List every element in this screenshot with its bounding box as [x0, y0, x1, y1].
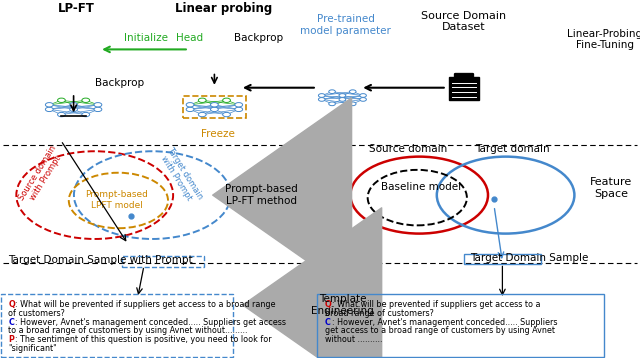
Text: to a broad range of customers by using Avnet without.........: to a broad range of customers by using A…	[8, 326, 248, 335]
Text: Backprop: Backprop	[234, 33, 283, 43]
Circle shape	[235, 103, 243, 107]
Circle shape	[329, 102, 335, 106]
Circle shape	[70, 107, 77, 112]
Circle shape	[198, 112, 206, 117]
Text: Source Domain
Dataset: Source Domain Dataset	[421, 11, 507, 32]
Text: "significant": "significant"	[8, 344, 57, 353]
Circle shape	[45, 103, 53, 107]
Text: Freeze: Freeze	[201, 129, 234, 139]
Circle shape	[82, 112, 90, 117]
Circle shape	[94, 107, 102, 112]
Circle shape	[319, 98, 325, 101]
Text: Source domain: Source domain	[369, 144, 447, 154]
Circle shape	[329, 90, 335, 93]
Circle shape	[58, 112, 65, 117]
Text: Initialize: Initialize	[124, 33, 168, 43]
Circle shape	[186, 103, 194, 107]
Text: Q: Q	[8, 300, 15, 309]
Text: of customers?: of customers?	[8, 309, 65, 318]
Text: Pre-trained
model parameter: Pre-trained model parameter	[300, 14, 391, 36]
Text: get access to a broad range of customers by using Avnet: get access to a broad range of customers…	[325, 326, 555, 335]
Circle shape	[360, 98, 366, 101]
Circle shape	[349, 90, 356, 93]
Circle shape	[45, 107, 53, 112]
Circle shape	[186, 107, 194, 112]
Text: Linear probing: Linear probing	[175, 3, 273, 15]
Text: Target Domain Sample: Target Domain Sample	[470, 253, 589, 263]
Text: broad range of customers?: broad range of customers?	[325, 309, 434, 318]
Circle shape	[349, 102, 356, 106]
Text: Q: Q	[325, 300, 332, 309]
Bar	[449, 77, 479, 100]
Circle shape	[223, 98, 230, 102]
Circle shape	[339, 94, 346, 97]
Circle shape	[211, 107, 218, 112]
Text: : The sentiment of this question is positive, you need to look for: : The sentiment of this question is posi…	[15, 335, 272, 344]
Circle shape	[319, 94, 325, 97]
Text: without ..........: without ..........	[325, 335, 383, 344]
Circle shape	[70, 103, 77, 107]
Text: : What will be prevented if suppliers get access to a broad range: : What will be prevented if suppliers ge…	[15, 300, 276, 309]
Text: Target Domain Sample with Prompt: Target Domain Sample with Prompt	[8, 255, 192, 265]
FancyBboxPatch shape	[454, 73, 474, 80]
Circle shape	[360, 94, 366, 97]
Text: Prompt-based
LP-FT method: Prompt-based LP-FT method	[225, 184, 298, 206]
Bar	[183, 96, 246, 118]
Text: P: P	[8, 335, 14, 344]
Text: C: C	[325, 318, 331, 326]
Text: : However, Avnet's management conceded..... Suppliers: : However, Avnet's management conceded..…	[332, 318, 557, 326]
Text: : What will be prevented if suppliers get access to a: : What will be prevented if suppliers ge…	[332, 300, 541, 309]
Circle shape	[223, 112, 230, 117]
Circle shape	[94, 103, 102, 107]
Circle shape	[198, 98, 206, 102]
Circle shape	[82, 98, 90, 102]
Text: Template
Engineering: Template Engineering	[311, 294, 374, 316]
Text: Target domain: Target domain	[475, 144, 549, 154]
Text: Feature
Space: Feature Space	[590, 177, 632, 199]
Text: Baseline model: Baseline model	[381, 182, 461, 192]
Text: Source domain
with Prompt: Source domain with Prompt	[17, 144, 67, 207]
Text: : However, Avnet's management conceded..... Suppliers get access: : However, Avnet's management conceded..…	[15, 318, 286, 326]
Text: Head: Head	[177, 33, 204, 43]
Circle shape	[235, 107, 243, 112]
Circle shape	[58, 98, 65, 102]
Text: LP-FT: LP-FT	[58, 3, 95, 15]
Text: C: C	[8, 318, 14, 326]
Text: Backprop: Backprop	[95, 78, 144, 88]
Text: Linear-Probing
Fine-Tuning: Linear-Probing Fine-Tuning	[567, 29, 640, 50]
Circle shape	[339, 98, 346, 101]
Text: Prompt-based
LPFT model: Prompt-based LPFT model	[85, 190, 148, 210]
Text: Target domain
with Prompt: Target domain with Prompt	[156, 145, 205, 206]
Circle shape	[211, 103, 218, 107]
